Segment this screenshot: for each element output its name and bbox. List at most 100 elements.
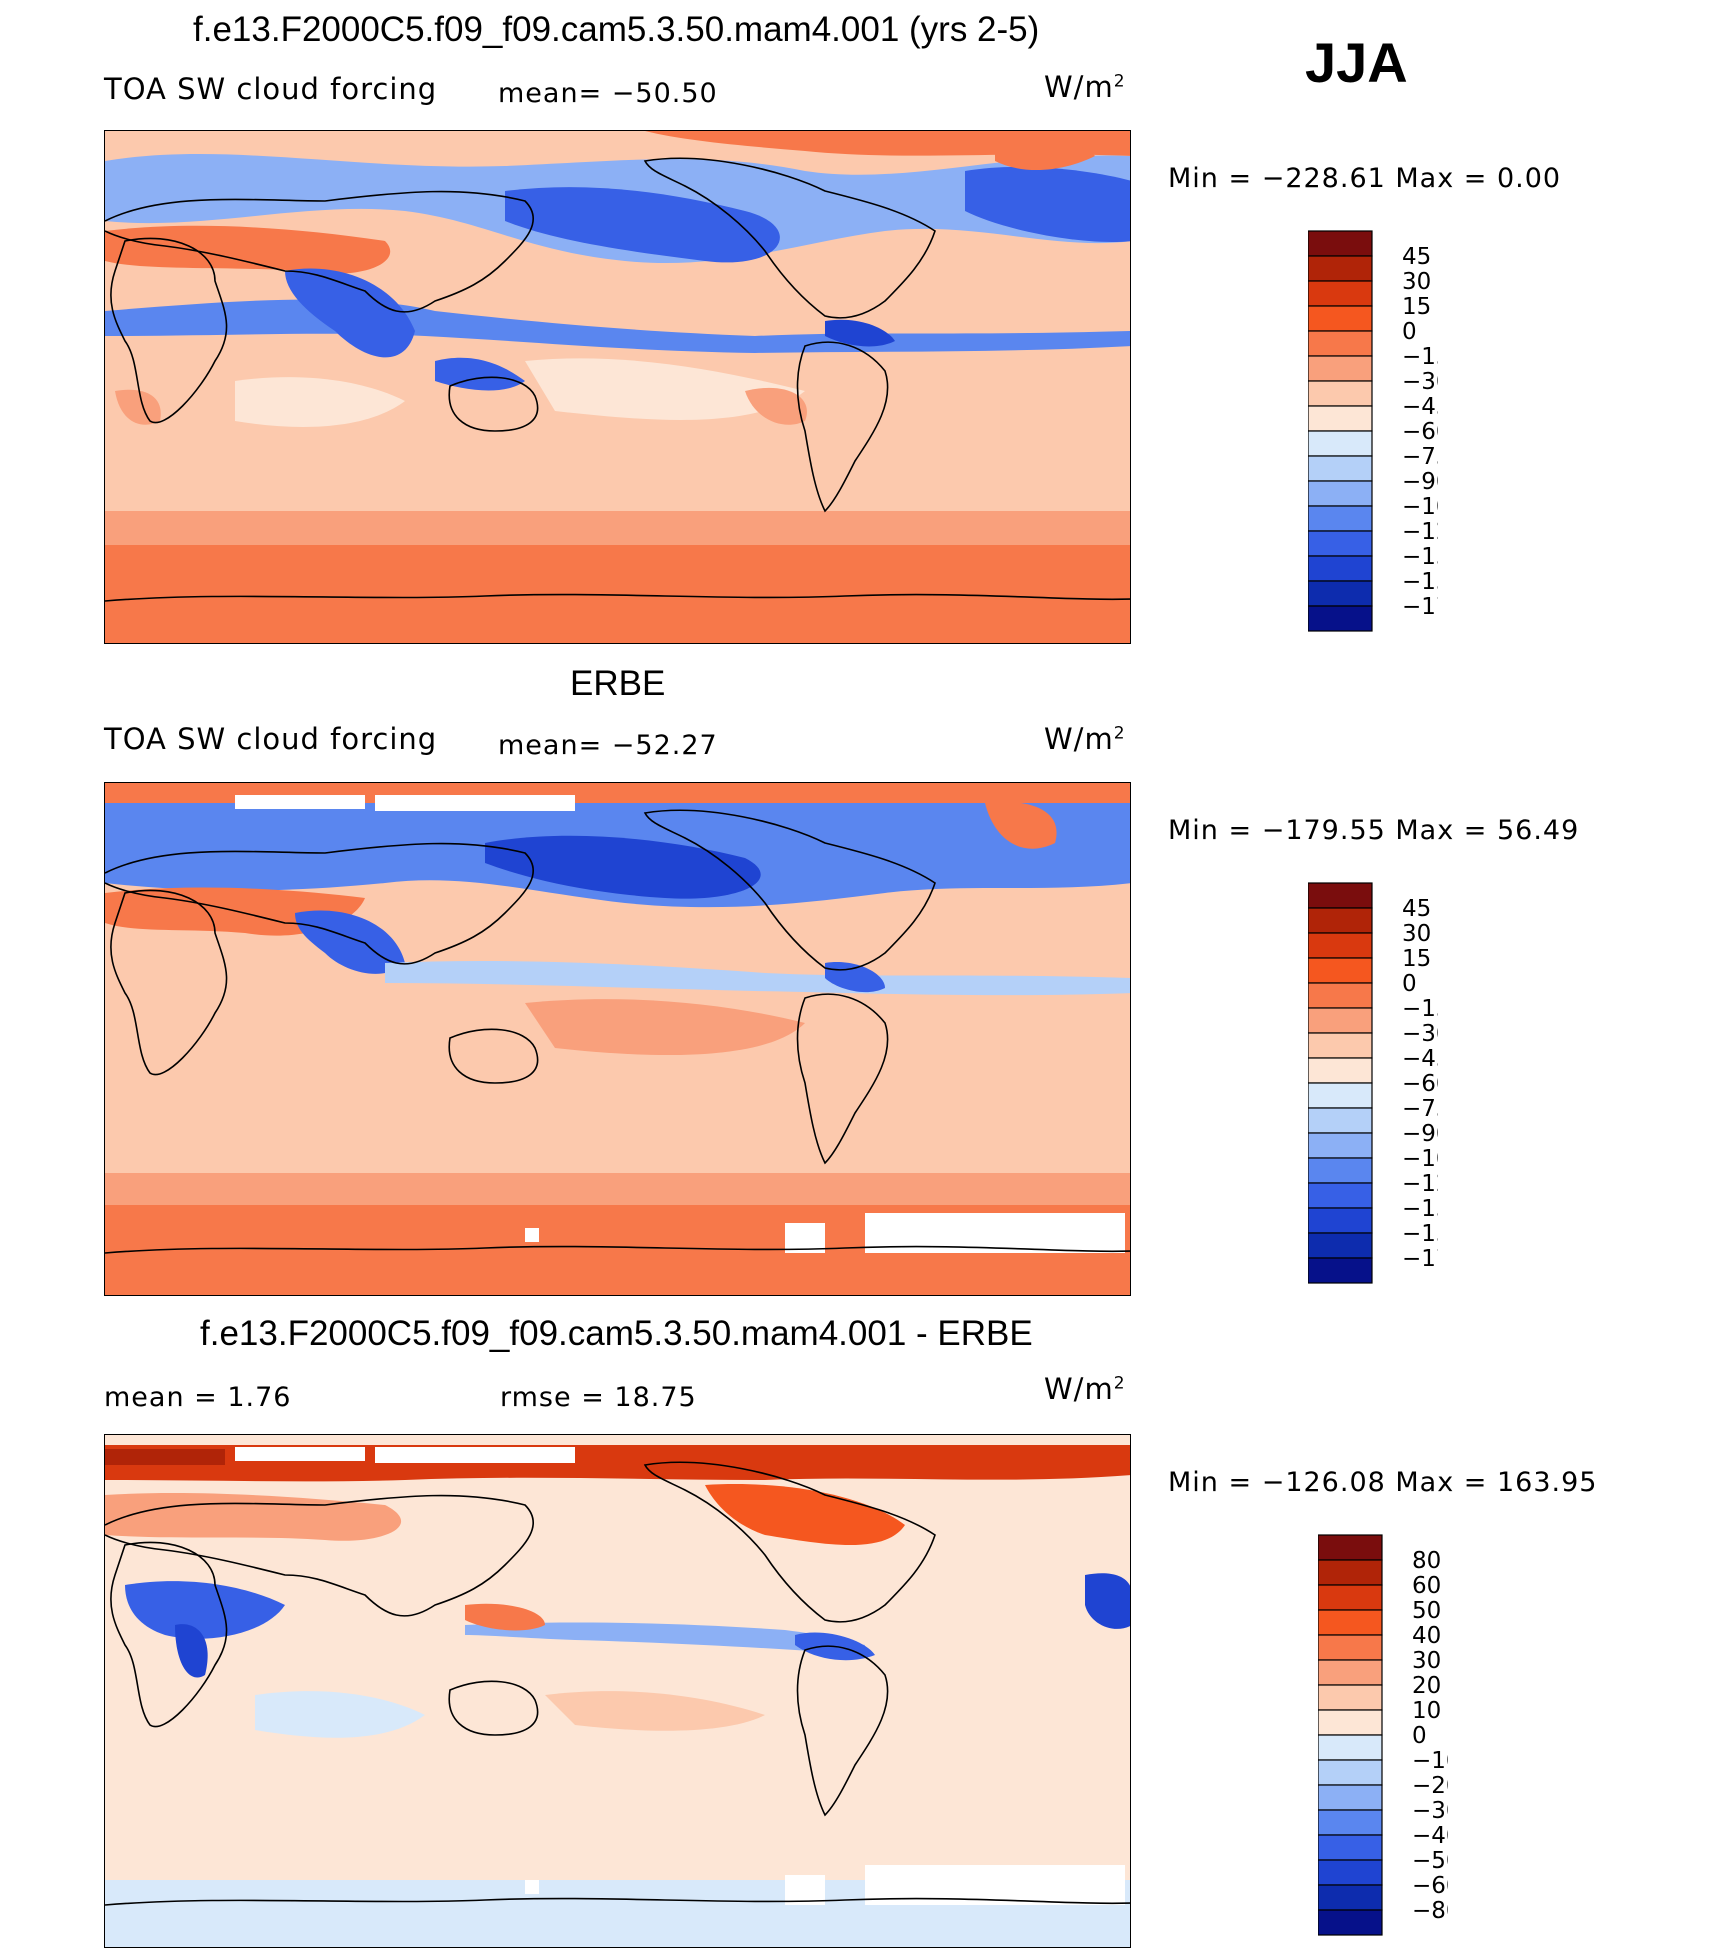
panel1-mean: mean= −50.50 xyxy=(498,78,718,109)
colorbar-swatch xyxy=(1308,255,1373,282)
missing-cell xyxy=(525,1880,539,1894)
colorbar-tick-label: 0 xyxy=(1412,1723,1427,1749)
greenland-orange xyxy=(985,801,1057,849)
colorbar-tick-label: −150 xyxy=(1402,569,1438,595)
sahel-blue xyxy=(125,1581,285,1639)
antarctica-outline xyxy=(105,1897,1130,1906)
colorbar-swatch xyxy=(1308,330,1373,357)
panel3-map xyxy=(104,1434,1131,1948)
colorbar-tick-label: 30 xyxy=(1402,269,1431,295)
colorbar-tick-label: 10 xyxy=(1412,1698,1441,1724)
panel2-map xyxy=(104,782,1131,1296)
colorbar-swatch xyxy=(1318,1834,1383,1861)
south-pacific-orange xyxy=(525,999,805,1056)
south-pacific-pale xyxy=(545,1691,765,1731)
colorbar-tick-label: −170 xyxy=(1402,594,1438,620)
north-pacific-blue xyxy=(505,187,780,263)
australia-outline xyxy=(448,376,539,432)
colorbar-swatch xyxy=(1308,1082,1373,1109)
north-america-red xyxy=(705,1484,905,1545)
colorbar-tick-label: −45 xyxy=(1402,394,1438,420)
colorbar-tick-label: −60 xyxy=(1402,1071,1438,1097)
africa-outline xyxy=(110,1541,228,1728)
panel2-colorbar: 4530150−15−30−45−60−75−90−105−120−135−15… xyxy=(1308,881,1438,1287)
colorbar-swatch xyxy=(1318,1609,1383,1636)
colorbar-swatch xyxy=(1308,380,1373,407)
eurasia-outline xyxy=(105,842,535,965)
southern-band-2 xyxy=(105,511,1130,545)
panel1-variable-label: TOA SW cloud forcing xyxy=(104,72,438,106)
panel1-minmax: Min = −228.61 Max = 0.00 xyxy=(1168,163,1562,194)
colorbar-tick-label: −120 xyxy=(1402,519,1438,545)
itcz-blue xyxy=(465,1622,865,1655)
continent-outlines xyxy=(105,809,1130,1254)
colorbar-swatch xyxy=(1308,430,1373,457)
panel3-map-svg xyxy=(105,1435,1130,1947)
atlantic-blue xyxy=(1085,1573,1130,1629)
missing-cell xyxy=(375,1447,575,1463)
colorbar-swatch xyxy=(1318,1784,1383,1811)
colorbar-swatch xyxy=(1308,932,1373,959)
colorbar-swatch xyxy=(1308,305,1373,332)
south-america-outline xyxy=(796,341,889,513)
colorbar-tick-label: 40 xyxy=(1412,1623,1441,1649)
north-america-outline xyxy=(643,157,936,319)
colorbar-swatch xyxy=(1308,1157,1373,1184)
colorbar-swatch xyxy=(1308,1132,1373,1159)
panel1-colorbar-svg: 4530150−15−30−45−60−75−90−105−120−135−15… xyxy=(1308,230,1438,632)
continent-outlines xyxy=(105,1461,1130,1906)
south-pacific-pale xyxy=(525,358,805,420)
africa-outline xyxy=(110,237,228,424)
panel3-units: W/m2 xyxy=(1044,1372,1126,1406)
australia-outline xyxy=(448,1028,539,1084)
colorbar-swatch xyxy=(1318,1909,1383,1936)
colorbar-tick-label: 15 xyxy=(1402,946,1431,972)
colorbar-tick-label: −120 xyxy=(1402,1171,1438,1197)
south-america-outline xyxy=(796,1645,889,1817)
colorbar-tick-label: 30 xyxy=(1402,921,1431,947)
panel2-colorbar-svg: 4530150−15−30−45−60−75−90−105−120−135−15… xyxy=(1308,882,1438,1284)
colorbar-swatch xyxy=(1318,1759,1383,1786)
colorbar-tick-label: 0 xyxy=(1402,971,1417,997)
colorbar-tick-label: −105 xyxy=(1402,494,1438,520)
sahara-orange xyxy=(105,225,391,274)
colorbar-swatch xyxy=(1308,505,1373,532)
panel3-minmax: Min = −126.08 Max = 163.95 xyxy=(1168,1467,1598,1498)
central-america-blue xyxy=(825,319,895,347)
indian-pale-blue xyxy=(255,1691,425,1738)
colorbar-swatch xyxy=(1308,580,1373,607)
colorbar-tick-label: −135 xyxy=(1402,544,1438,570)
colorbar-tick-label: −60 xyxy=(1402,419,1438,445)
colorbar-swatch xyxy=(1308,1207,1373,1234)
panel3-mean: mean = 1.76 xyxy=(104,1382,292,1413)
south-indian-pale xyxy=(235,377,405,427)
colorbar-tick-label: −30 xyxy=(1412,1798,1448,1824)
colorbar-tick-label: −105 xyxy=(1402,1146,1438,1172)
colorbar-swatch xyxy=(1308,355,1373,382)
colorbar-swatch xyxy=(1318,1684,1383,1711)
north-america-outline xyxy=(643,809,936,971)
panel1-title: f.e13.F2000C5.f09_f09.cam5.3.50.mam4.001… xyxy=(193,10,1040,49)
colorbar-swatch xyxy=(1308,455,1373,482)
panel2-units: W/m2 xyxy=(1044,722,1126,756)
colorbar-swatch xyxy=(1318,1584,1383,1611)
colorbar-tick-label: −15 xyxy=(1402,344,1438,370)
colorbar-tick-label: −50 xyxy=(1412,1848,1448,1874)
colorbar-swatch xyxy=(1308,405,1373,432)
colorbar-swatch xyxy=(1308,555,1373,582)
monsoon-blue xyxy=(285,268,415,358)
southern-band-2 xyxy=(105,1173,1130,1205)
colorbar-swatch xyxy=(1308,280,1373,307)
colorbar-swatch xyxy=(1308,1257,1373,1284)
colorbar-swatch xyxy=(1308,1057,1373,1084)
colorbar-swatch xyxy=(1318,1859,1383,1886)
panel2-map-svg xyxy=(105,783,1130,1295)
colorbar-swatch xyxy=(1308,957,1373,984)
colorbar-swatch xyxy=(1308,530,1373,557)
panel1-units: W/m2 xyxy=(1044,70,1126,104)
colorbar-swatch xyxy=(1308,1007,1373,1034)
missing-cell xyxy=(785,1223,825,1253)
colorbar-swatch xyxy=(1308,230,1373,257)
